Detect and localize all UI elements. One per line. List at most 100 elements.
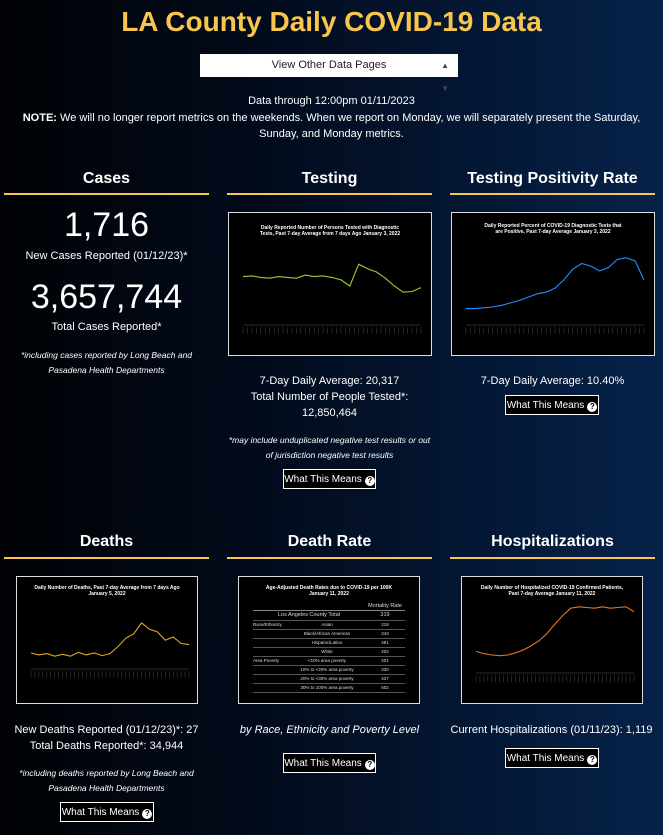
button-label: What This Means [506, 753, 585, 764]
deaths-chart: Daily Number of Deaths, Past 7-day Avera… [16, 576, 198, 704]
info-icon: ? [587, 402, 598, 412]
row-value: 201 [381, 658, 389, 663]
death-rate-table: Age-Adjusted Death Rates due to COVID-19… [238, 576, 420, 704]
row-label: Asian [321, 622, 333, 627]
total-cases-label: Total Cases Reported* [51, 321, 162, 333]
testing-rule [227, 193, 432, 195]
table-row: Hispanic/Latino 481 [253, 639, 405, 648]
row-label: 10% to <20% area poverty [300, 667, 354, 672]
deaths-what-this-means-button[interactable]: What This Means? [60, 802, 154, 822]
row-group: Race/Ethnicity [253, 622, 282, 627]
series-line [30, 622, 190, 657]
total-cases-value: 3,657,744 [30, 278, 183, 316]
note-text: We will no longer report metrics on the … [60, 112, 641, 140]
hospitalizations-rule [450, 557, 655, 559]
series-line [242, 263, 422, 293]
info-icon: ? [364, 760, 375, 770]
data-pages-select[interactable]: View Other Data Pages ▲ ▼ [200, 54, 458, 93]
row-group [253, 684, 289, 692]
row-group [253, 630, 289, 638]
testing-average: 7-Day Daily Average: 20,317 [259, 375, 400, 387]
row-value: 202 [381, 649, 389, 654]
table-row: Black/African American 343 [253, 630, 405, 639]
total-deaths: Total Deaths Reported*: 34,944 [29, 740, 184, 752]
testing-total-value: 12,850,464 [301, 407, 358, 419]
hospitalizations-heading: Hospitalizations [491, 533, 614, 550]
row-label: Hispanic/Latino [311, 640, 343, 645]
table-row: 20% to <30% area poverty 427 [253, 675, 405, 684]
select-arrows-icon: ▲ ▼ [441, 61, 449, 93]
row-group [253, 666, 289, 674]
new-deaths: New Deaths Reported (01/12/23)*: 27 [14, 724, 199, 736]
row-value: 343 [381, 631, 389, 636]
row-label: <10% area poverty [308, 658, 346, 663]
deaths-footnote: *including deaths reported by Long Beach… [19, 768, 194, 793]
row-group [253, 648, 289, 656]
death-rate-what-this-means-button[interactable]: What This Means? [283, 753, 376, 773]
testing-heading: Testing [301, 170, 358, 187]
death-rate-heading: Death Rate [287, 533, 372, 550]
death-rate-caption: by Race, Ethnicity and Poverty Level [239, 724, 420, 736]
testing-footnote: *may include unduplicated negative test … [228, 435, 431, 460]
new-cases-value: 1,716 [63, 206, 150, 244]
row-label: 20% to <30% area poverty [300, 676, 354, 681]
row-group [253, 639, 289, 647]
info-icon: ? [587, 755, 598, 765]
positivity-heading: Testing Positivity Rate [467, 170, 638, 187]
testing-chart-title: Daily Reported Number of Persons Tested … [259, 225, 401, 237]
testing-chart: Daily Reported Number of Persons Tested … [228, 212, 432, 356]
table-row: Los Angeles County Total 319 [253, 611, 405, 621]
positivity-chart-title: Daily Reported Percent of COVID-19 Diagn… [484, 223, 622, 235]
button-label: What This Means [61, 807, 140, 818]
button-label: What This Means [284, 758, 362, 769]
table-row: White 202 [253, 648, 405, 657]
row-label: Black/African American [303, 631, 351, 636]
row-value: 481 [381, 640, 389, 645]
button-label: What This Means [284, 474, 362, 485]
button-label: What This Means [506, 400, 585, 411]
deaths-heading: Deaths [79, 533, 134, 550]
row-value: 330 [381, 667, 389, 672]
weekend-note: NOTE: We will no longer report metrics o… [8, 110, 655, 142]
info-icon: ? [142, 809, 153, 819]
table-row: Race/Ethnicity Asian 219 [253, 621, 405, 630]
testing-what-this-means-button[interactable]: What This Means? [283, 469, 376, 489]
data-through-date: Data through 12:00pm 01/11/2023 [248, 95, 415, 107]
table-row: Area Poverty <10% area poverty 201 [253, 657, 405, 666]
cases-heading: Cases [82, 170, 131, 187]
info-icon: ? [364, 476, 375, 486]
row-group: Area Poverty [253, 658, 280, 663]
row-label: White [321, 649, 333, 654]
new-cases-label: New Cases Reported (01/12/23)* [25, 250, 188, 262]
row-label: Los Angeles County Total [278, 612, 340, 618]
table-row: 30% to 100% area poverty 502 [253, 684, 405, 693]
series-line [475, 606, 635, 657]
current-hospitalizations: Current Hospitalizations (01/11/23): 1,1… [450, 724, 653, 736]
positivity-chart: Daily Reported Percent of COVID-19 Diagn… [451, 212, 655, 356]
deaths-chart-title: Daily Number of Deaths, Past 7-day Avera… [34, 585, 180, 597]
positivity-what-this-means-button[interactable]: What This Means? [505, 395, 599, 415]
testing-total-label: Total Number of People Tested*: [250, 391, 409, 403]
row-value: 427 [381, 676, 389, 681]
death-rate-rule [227, 557, 432, 559]
cases-footnote: *including cases reported by Long Beach … [20, 350, 193, 375]
table-row: 10% to <20% area poverty 330 [253, 666, 405, 675]
deaths-rule [4, 557, 209, 559]
select-label: View Other Data Pages [271, 59, 387, 71]
death-rate-table-title: Age-Adjusted Death Rates due to COVID-19… [265, 585, 393, 597]
hospitalizations-chart: Daily Number of Hospitalized COVID-19 Co… [461, 576, 643, 704]
positivity-rule [450, 193, 655, 195]
row-value: 502 [381, 685, 389, 690]
hospitalizations-chart-title: Daily Number of Hospitalized COVID-19 Co… [480, 585, 624, 597]
row-value: 219 [381, 622, 389, 627]
row-label: 30% to 100% area poverty [300, 685, 354, 690]
page-title: LA County Daily COVID-19 Data [121, 6, 542, 37]
cases-rule [4, 193, 209, 195]
note-label: NOTE: [22, 112, 57, 124]
positivity-average: 7-Day Daily Average: 10.40% [480, 375, 625, 387]
row-value: 319 [380, 612, 390, 618]
row-group [253, 675, 289, 683]
hospitalizations-what-this-means-button[interactable]: What This Means? [505, 748, 599, 768]
series-line [466, 257, 645, 310]
mortality-rate-header: Mortality Rate [368, 603, 402, 609]
